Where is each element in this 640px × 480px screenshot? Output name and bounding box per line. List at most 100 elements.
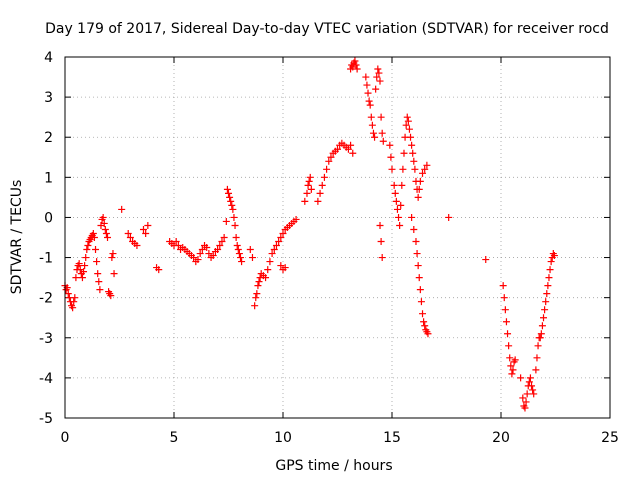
data-point xyxy=(235,250,243,258)
data-point xyxy=(405,125,413,133)
data-point xyxy=(386,141,394,149)
y-tick-label: 1 xyxy=(44,170,53,186)
data-point xyxy=(517,374,525,382)
data-point xyxy=(190,254,198,262)
data-point xyxy=(507,362,515,370)
data-point xyxy=(376,221,384,229)
data-point xyxy=(388,165,396,173)
plot-frame xyxy=(64,56,611,419)
data-point xyxy=(110,270,118,278)
data-point xyxy=(226,193,234,201)
data-point xyxy=(415,274,423,282)
data-point xyxy=(220,234,228,241)
data-point xyxy=(347,141,355,149)
data-point xyxy=(395,213,403,221)
data-point xyxy=(133,242,141,250)
data-point xyxy=(537,330,545,338)
data-point xyxy=(410,157,418,165)
data-point xyxy=(95,278,103,286)
x-axis-label: GPS time / hours xyxy=(275,458,392,474)
data-point xyxy=(92,246,100,254)
data-point xyxy=(306,173,314,181)
data-point xyxy=(378,254,386,262)
data-point xyxy=(231,221,239,229)
data-point xyxy=(233,242,241,250)
data-point xyxy=(420,318,428,326)
data-point xyxy=(255,278,263,286)
data-point xyxy=(352,61,360,69)
data-point xyxy=(529,386,537,394)
data-point xyxy=(400,149,408,157)
data-point xyxy=(126,234,134,241)
data-point xyxy=(205,250,213,258)
data-point xyxy=(501,306,509,314)
data-point xyxy=(532,366,540,374)
data-point xyxy=(528,382,536,390)
data-point xyxy=(305,177,313,185)
data-point xyxy=(546,266,554,274)
data-point xyxy=(96,286,104,294)
data-point xyxy=(327,153,335,161)
data-point xyxy=(424,330,432,338)
data-point xyxy=(414,262,422,270)
data-point xyxy=(252,294,260,302)
data-point xyxy=(423,161,431,169)
data-point xyxy=(387,153,395,161)
data-point xyxy=(402,121,410,129)
data-point xyxy=(365,97,373,105)
data-point xyxy=(104,234,112,241)
data-point xyxy=(504,330,512,338)
data-point xyxy=(75,260,83,268)
data-point xyxy=(543,290,551,298)
data-point xyxy=(304,181,312,189)
data-point xyxy=(82,254,90,262)
data-point xyxy=(413,250,421,258)
data-point xyxy=(216,242,224,250)
data-point xyxy=(275,238,283,246)
data-point xyxy=(254,282,262,290)
data-point xyxy=(316,189,324,197)
data-point xyxy=(538,322,546,330)
data-point xyxy=(262,274,270,282)
data-point xyxy=(408,141,416,149)
data-point xyxy=(409,149,417,157)
data-point xyxy=(228,201,236,209)
data-point xyxy=(222,217,230,225)
data-point xyxy=(101,225,109,233)
data-point xyxy=(232,234,240,241)
data-point xyxy=(399,165,407,173)
data-point xyxy=(307,185,315,193)
data-point xyxy=(508,370,516,378)
data-point xyxy=(505,342,513,350)
data-point xyxy=(264,266,272,274)
data-point xyxy=(214,246,222,254)
data-point xyxy=(397,201,405,209)
data-point xyxy=(412,238,420,246)
data-point xyxy=(421,165,429,173)
data-point xyxy=(93,258,101,266)
data-point xyxy=(246,246,254,254)
x-tick-label: 5 xyxy=(170,430,179,446)
tick-labels: 0 5 10 15 20 25 -5 -4 -3 -2 -1 0 1 2 3 4 xyxy=(39,50,619,446)
data-point xyxy=(506,354,514,362)
data-point xyxy=(372,85,380,93)
data-point xyxy=(523,390,531,398)
data-point xyxy=(519,394,527,402)
data-point xyxy=(301,197,309,205)
data-point xyxy=(344,145,352,153)
data-point xyxy=(124,229,132,237)
y-tick-label: 2 xyxy=(44,130,53,146)
data-point xyxy=(368,121,376,129)
data-point xyxy=(545,274,553,282)
data-point xyxy=(521,404,529,412)
data-point xyxy=(279,229,287,237)
data-point xyxy=(410,225,418,233)
data-point xyxy=(266,258,274,266)
data-point xyxy=(80,268,88,276)
data-point xyxy=(408,213,416,221)
data-point xyxy=(89,229,97,237)
data-point xyxy=(281,264,289,272)
data-point xyxy=(391,189,399,197)
data-point xyxy=(366,101,374,109)
